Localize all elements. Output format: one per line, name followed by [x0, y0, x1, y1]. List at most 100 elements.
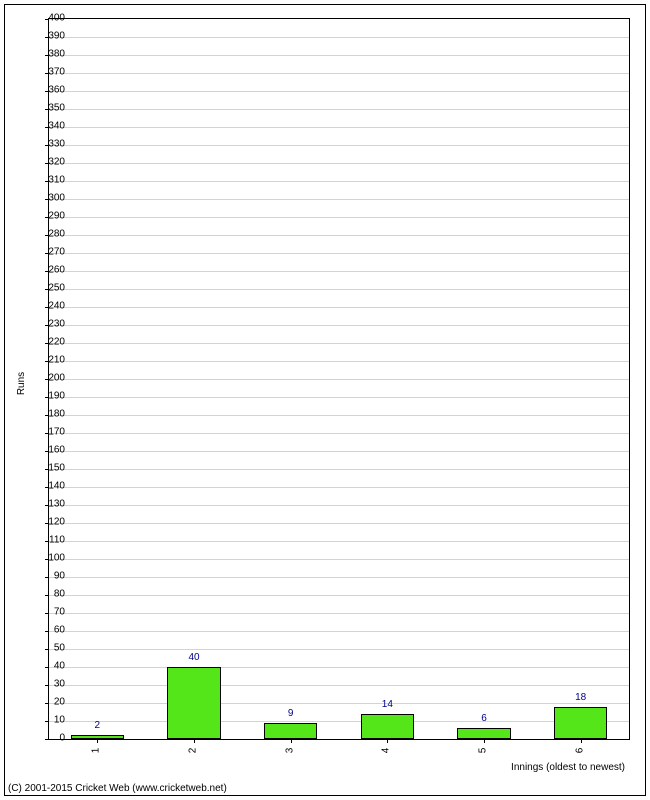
plot-area: 2 40 9 14 6 18: [48, 18, 630, 740]
bar-value-label: 40: [188, 652, 199, 663]
y-tick-label: 360: [35, 85, 65, 96]
gridline: [49, 631, 629, 632]
x-tick-mark: [194, 739, 195, 743]
x-tick-mark: [291, 739, 292, 743]
y-tick-label: 90: [35, 571, 65, 582]
gridline: [49, 73, 629, 74]
bar-value-label: 14: [382, 699, 393, 710]
gridline: [49, 163, 629, 164]
bar-value-label: 6: [481, 713, 487, 724]
gridline: [49, 523, 629, 524]
x-tick-label: 6: [574, 748, 585, 754]
x-axis-label: Innings (oldest to newest): [511, 762, 625, 773]
x-tick-mark: [387, 739, 388, 743]
copyright-text: (C) 2001-2015 Cricket Web (www.cricketwe…: [8, 783, 227, 794]
bar: [457, 728, 510, 739]
y-tick-label: 270: [35, 247, 65, 258]
y-tick-label: 120: [35, 517, 65, 528]
x-tick-mark: [581, 739, 582, 743]
gridline: [49, 271, 629, 272]
y-tick-label: 320: [35, 157, 65, 168]
gridline: [49, 37, 629, 38]
gridline: [49, 217, 629, 218]
y-tick-label: 0: [35, 733, 65, 744]
bar: [167, 667, 220, 739]
y-tick-label: 30: [35, 679, 65, 690]
y-tick-label: 330: [35, 139, 65, 150]
y-tick-label: 60: [35, 625, 65, 636]
y-tick-label: 390: [35, 31, 65, 42]
y-tick-label: 300: [35, 193, 65, 204]
x-tick-mark: [97, 739, 98, 743]
gridline: [49, 685, 629, 686]
y-tick-label: 140: [35, 481, 65, 492]
gridline: [49, 415, 629, 416]
gridline: [49, 451, 629, 452]
gridline: [49, 469, 629, 470]
gridline: [49, 397, 629, 398]
gridline: [49, 199, 629, 200]
y-tick-label: 70: [35, 607, 65, 618]
gridline: [49, 541, 629, 542]
y-tick-label: 340: [35, 121, 65, 132]
gridline: [49, 91, 629, 92]
y-tick-label: 170: [35, 427, 65, 438]
gridline: [49, 325, 629, 326]
y-tick-label: 20: [35, 697, 65, 708]
x-tick-mark: [484, 739, 485, 743]
y-tick-label: 50: [35, 643, 65, 654]
gridline: [49, 235, 629, 236]
y-tick-label: 150: [35, 463, 65, 474]
bar-value-label: 9: [288, 708, 294, 719]
gridline: [49, 505, 629, 506]
y-tick-label: 40: [35, 661, 65, 672]
x-tick-label: 2: [188, 748, 199, 754]
y-tick-label: 200: [35, 373, 65, 384]
gridline: [49, 307, 629, 308]
gridline: [49, 595, 629, 596]
y-tick-label: 310: [35, 175, 65, 186]
y-tick-label: 190: [35, 391, 65, 402]
bar-value-label: 18: [575, 692, 586, 703]
gridline: [49, 127, 629, 128]
gridline: [49, 667, 629, 668]
gridline: [49, 559, 629, 560]
y-tick-label: 130: [35, 499, 65, 510]
y-tick-label: 370: [35, 67, 65, 78]
y-tick-label: 260: [35, 265, 65, 276]
gridline: [49, 253, 629, 254]
gridline: [49, 613, 629, 614]
gridline: [49, 289, 629, 290]
y-tick-label: 350: [35, 103, 65, 114]
gridline: [49, 721, 629, 722]
x-tick-label: 5: [478, 748, 489, 754]
gridline: [49, 649, 629, 650]
y-tick-label: 80: [35, 589, 65, 600]
chart-container: 240914618 Runs Innings (oldest to newest…: [0, 0, 650, 800]
y-tick-label: 180: [35, 409, 65, 420]
y-tick-label: 210: [35, 355, 65, 366]
gridline: [49, 361, 629, 362]
y-tick-label: 250: [35, 283, 65, 294]
y-tick-label: 400: [35, 13, 65, 24]
gridline: [49, 433, 629, 434]
x-tick-label: 1: [91, 748, 102, 754]
x-tick-label: 4: [381, 748, 392, 754]
bar: [264, 723, 317, 739]
gridline: [49, 487, 629, 488]
gridline: [49, 181, 629, 182]
y-tick-label: 290: [35, 211, 65, 222]
gridline: [49, 343, 629, 344]
bar-value-label: 2: [95, 720, 101, 731]
y-tick-label: 230: [35, 319, 65, 330]
gridline: [49, 145, 629, 146]
y-tick-label: 100: [35, 553, 65, 564]
x-tick-label: 3: [284, 748, 295, 754]
bar: [554, 707, 607, 739]
y-tick-label: 220: [35, 337, 65, 348]
y-tick-label: 10: [35, 715, 65, 726]
gridline: [49, 703, 629, 704]
y-tick-label: 240: [35, 301, 65, 312]
gridline: [49, 55, 629, 56]
gridline: [49, 577, 629, 578]
